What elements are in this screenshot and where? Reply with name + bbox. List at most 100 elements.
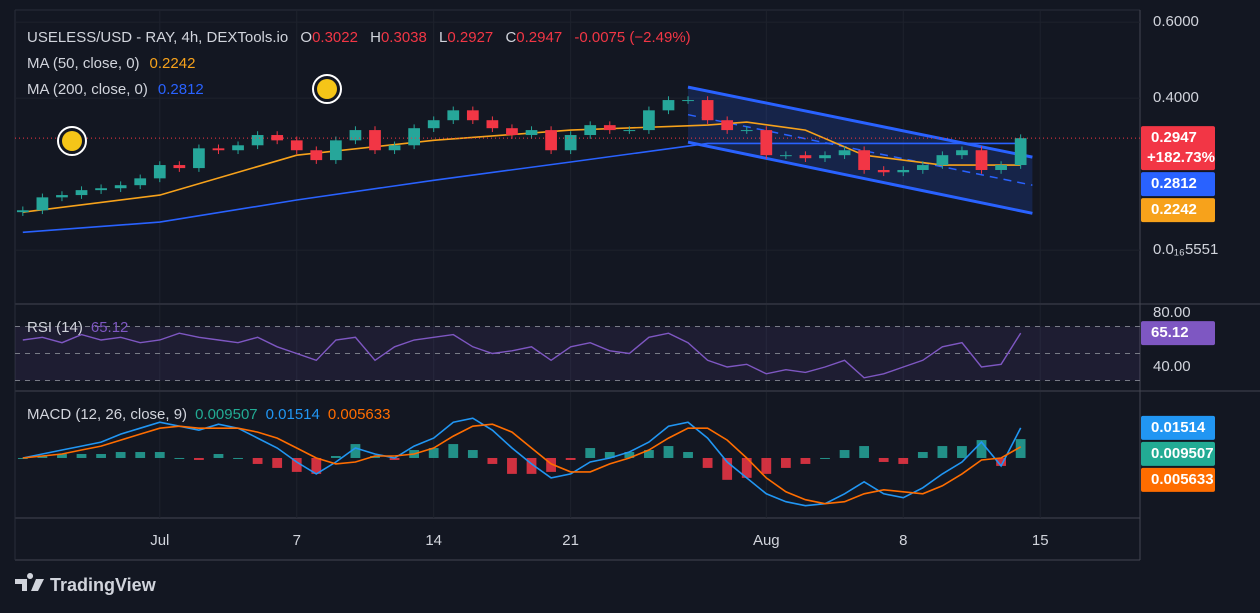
histogram-bar	[37, 455, 48, 458]
candle-body	[995, 165, 1007, 170]
macd-line	[22, 417, 1022, 507]
rsi-line	[22, 332, 1022, 379]
price-box-label: 0.2812	[1151, 175, 1197, 192]
legend-value: 0.005633	[328, 406, 391, 423]
candle-body	[153, 165, 166, 179]
histogram-bar	[957, 446, 967, 458]
histogram-bar	[683, 452, 693, 458]
candle-body	[584, 125, 597, 136]
icon-fill[interactable]	[62, 131, 82, 151]
y-tick-label: 0.6000	[1153, 13, 1199, 30]
candle-body	[858, 150, 870, 170]
candle-body	[819, 155, 831, 159]
legend-name: MA (200, close, 0)	[27, 81, 148, 98]
histogram-bar	[252, 457, 263, 464]
candle-body	[95, 188, 107, 191]
candle-body	[193, 148, 205, 169]
macd-line	[22, 423, 1022, 505]
price-box	[1141, 467, 1215, 492]
histogram-bar	[839, 450, 850, 458]
candle-body	[212, 148, 225, 151]
histogram-bar	[96, 454, 106, 458]
plot: Jul 7 14 21 Aug 8 15 0.6000 0.4000 0.0₁₆5551 0.294…	[15, 10, 1218, 549]
histogram-bar	[291, 457, 302, 472]
candle-body	[701, 100, 714, 121]
x-tick-label: 15	[1032, 532, 1049, 549]
histogram-bar	[663, 446, 674, 458]
ma-legend: MA (200, close, 0) 0.2812	[27, 81, 204, 98]
histogram-bar	[174, 457, 185, 459]
legend-name: MA (50, close, 0)	[27, 55, 140, 72]
histogram-bar	[761, 457, 772, 474]
candle-body	[799, 155, 812, 159]
candle-body	[916, 165, 929, 170]
ohlc-key: C	[505, 29, 516, 46]
candle-body	[740, 130, 753, 132]
candle-body	[877, 169, 890, 173]
histogram-bar	[546, 457, 556, 472]
histogram-bar	[604, 452, 615, 458]
price-box	[1141, 415, 1215, 440]
candle-body	[114, 185, 127, 189]
candle-body	[388, 145, 401, 151]
histogram-bar	[389, 457, 400, 460]
histogram-bar	[878, 457, 889, 462]
event-icon[interactable]	[57, 126, 87, 156]
change: -0.0075 (−2.49%)	[574, 29, 690, 46]
histogram-bar	[233, 457, 243, 459]
histogram-bar	[741, 457, 752, 478]
candle-body	[662, 100, 675, 111]
histogram-bar	[565, 457, 576, 460]
histogram-bar	[800, 457, 811, 464]
price-box-label: 0.005633	[1151, 471, 1214, 488]
histogram-bar	[330, 455, 341, 458]
candle-body	[251, 135, 264, 146]
candle-body	[838, 150, 851, 156]
histogram-bar	[272, 457, 283, 468]
candle-body	[56, 195, 68, 198]
candle-body	[232, 145, 244, 151]
candle-body	[310, 150, 323, 161]
histogram-bar	[115, 452, 126, 458]
histogram-bar	[526, 457, 537, 474]
icon-fill[interactable]	[317, 79, 337, 99]
histogram-bar	[859, 446, 870, 458]
candle-body	[760, 130, 773, 156]
histogram-bar	[820, 457, 830, 459]
price-box	[1141, 321, 1215, 346]
histogram-bar	[487, 457, 498, 464]
histogram-bar	[57, 454, 67, 458]
price-box-label: 65.12	[1151, 324, 1189, 341]
price-box-label: 0.01514	[1151, 419, 1206, 436]
histogram-bar	[624, 452, 635, 458]
y-tick-label: 40.00	[1153, 358, 1191, 375]
histogram-bar	[996, 457, 1006, 466]
ohlc-value: 0.2947	[516, 29, 562, 46]
candle-body	[506, 128, 518, 136]
candle-body	[780, 155, 792, 157]
legend-value: 0.009507	[195, 406, 258, 423]
price-box-label: 0.2242	[1151, 201, 1197, 218]
candle-body	[545, 130, 557, 151]
ohlc-key: H	[370, 29, 381, 46]
candle-body	[975, 150, 988, 170]
candle-body	[16, 210, 29, 213]
histogram-bar	[428, 448, 439, 458]
histogram-bar	[467, 450, 478, 458]
candle-body	[897, 169, 910, 173]
candle-body	[271, 135, 284, 141]
ma-line	[22, 142, 1021, 234]
y-tick-label: 0.0₁₆5551	[1153, 241, 1218, 258]
histogram-bar	[135, 452, 146, 458]
event-icon[interactable]	[312, 74, 342, 104]
candle-body	[1014, 138, 1027, 166]
ohlc-value: 0.3022	[312, 29, 358, 46]
candle-body	[173, 165, 186, 169]
ohlc-key: L	[439, 29, 447, 46]
legend-value: 0.2812	[158, 81, 204, 98]
overlay: USELESS/USD - RAY, 4h, DEXTools.io O0.30…	[15, 29, 691, 595]
candle-body	[603, 125, 616, 131]
price-box-change: +182.73%	[1147, 149, 1215, 166]
ma-line	[22, 121, 1021, 213]
